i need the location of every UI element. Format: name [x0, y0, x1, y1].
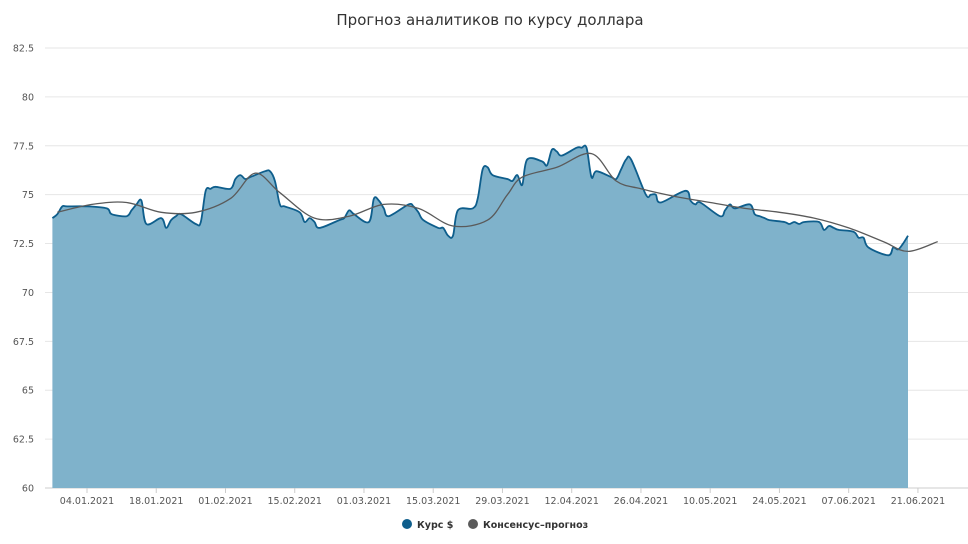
legend-marker	[468, 519, 478, 529]
legend-item-rate[interactable]: Курс $	[402, 519, 453, 531]
y-tick-label: 62.5	[13, 435, 34, 446]
x-axis: 04.01.2021 18.01.2021 01.02.2021 15.02.2021…	[45, 487, 968, 507]
x-tick-label: 04.01.2021	[60, 496, 114, 507]
x-tick-label: 21.06.2021	[891, 496, 945, 507]
x-tick-label: 15.03.2021	[406, 496, 460, 507]
y-tick-label: 75	[22, 190, 34, 201]
x-tick-label: 29.03.2021	[475, 496, 529, 507]
series-group	[51, 144, 938, 488]
x-tick-label: 12.04.2021	[545, 496, 599, 507]
legend-marker	[402, 519, 412, 529]
x-tick-label: 18.01.2021	[129, 496, 183, 507]
x-tick-label: 24.05.2021	[752, 496, 806, 507]
legend-label: Консенсус–прогноз	[483, 520, 588, 531]
y-tick-label: 80	[22, 92, 34, 103]
y-tick-label: 65	[22, 386, 34, 397]
y-tick-label: 67.5	[13, 337, 34, 348]
y-tick-label: 77.5	[13, 141, 34, 152]
x-tick-label: 10.05.2021	[683, 496, 737, 507]
y-tick-label: 72.5	[13, 239, 34, 250]
x-tick-label: 26.04.2021	[614, 496, 668, 507]
legend: Курс $ Консенсус–прогноз	[402, 519, 588, 531]
y-tick-label: 60	[22, 484, 34, 495]
series-line-rate	[51, 144, 909, 257]
x-tick-label: 01.03.2021	[337, 496, 391, 507]
x-tick-label: 15.02.2021	[268, 496, 322, 507]
chart-title: Прогноз аналитиков по курсу доллара	[336, 11, 643, 29]
y-axis: 60 62.5 65 67.5 70 72.5 75 77.5 80 82.5	[13, 44, 34, 495]
series-area-fill	[52, 145, 908, 488]
legend-item-consensus[interactable]: Консенсус–прогноз	[468, 519, 588, 531]
legend-label: Курс $	[417, 520, 453, 531]
x-tick-label: 01.02.2021	[198, 496, 252, 507]
y-tick-label: 70	[22, 288, 34, 299]
y-tick-label: 82.5	[13, 44, 34, 55]
series-line-consensus	[57, 152, 938, 253]
x-tick-label: 07.06.2021	[821, 496, 875, 507]
